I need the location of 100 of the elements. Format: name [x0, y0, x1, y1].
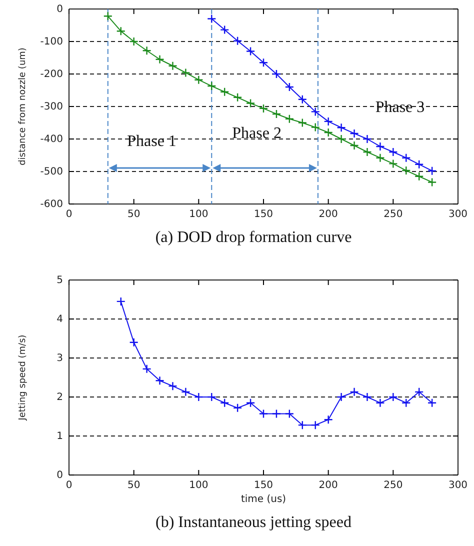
point [298, 420, 307, 430]
point [142, 46, 152, 56]
annotation: Phase 1 [127, 133, 176, 150]
point [194, 392, 204, 402]
point [298, 118, 307, 128]
y-tick-label: 5 [56, 275, 63, 286]
x-tick-label: 200 [318, 480, 338, 492]
point [298, 94, 307, 104]
point [376, 142, 385, 152]
point [284, 82, 294, 92]
point [220, 25, 230, 34]
y-tick-label: 4 [56, 314, 63, 326]
point [336, 123, 346, 132]
point [414, 387, 424, 397]
point [427, 178, 437, 187]
point [258, 104, 268, 114]
point [272, 69, 282, 79]
point [220, 87, 230, 96]
x-tick-label: 200 [318, 209, 338, 220]
point [181, 68, 190, 78]
x-tick-label: 250 [384, 209, 403, 220]
point [402, 398, 411, 408]
y-tick-label: 1 [56, 431, 63, 442]
point [181, 387, 190, 397]
point [232, 92, 242, 102]
point [310, 107, 320, 116]
point [402, 153, 411, 162]
point [310, 122, 320, 132]
point [129, 338, 138, 347]
point [272, 409, 282, 418]
x-tick-label: 100 [189, 209, 208, 220]
x-tick-label: 0 [66, 209, 72, 220]
y-tick-label: 0 [56, 4, 63, 16]
point [207, 392, 216, 402]
point [362, 392, 372, 402]
point [246, 46, 256, 56]
y-tick-label: -100 [40, 36, 63, 48]
point [388, 392, 398, 402]
point [116, 296, 126, 306]
y-axis-title: distance from nozzle (um) [18, 48, 28, 166]
x-tick-label: 300 [448, 480, 468, 492]
x-tick-label: 250 [384, 480, 403, 492]
point [246, 398, 256, 408]
point [155, 54, 164, 64]
point [103, 12, 112, 21]
point [376, 398, 385, 408]
point [246, 98, 256, 108]
y-tick-label: -400 [40, 134, 63, 146]
x-tick-label: 150 [254, 209, 274, 220]
point [324, 128, 333, 138]
y-tick-label: 0 [56, 470, 63, 482]
x-tick-label: 0 [66, 480, 72, 492]
y-tick-label: 2 [56, 392, 63, 404]
point [207, 81, 216, 91]
annotation: Phase 2 [232, 125, 282, 142]
point [376, 153, 385, 162]
y-tick-label: -300 [40, 102, 63, 113]
point [258, 58, 268, 68]
annotation: Phase 3 [375, 99, 425, 116]
point [336, 392, 346, 402]
x-tick-label: 100 [189, 480, 208, 492]
point [427, 398, 437, 408]
point [284, 114, 294, 124]
point [129, 36, 138, 46]
y-tick-label: 3 [56, 353, 63, 364]
point [232, 403, 242, 413]
point [310, 420, 320, 430]
point [350, 387, 359, 397]
point [272, 109, 282, 119]
point [336, 134, 346, 144]
point [388, 147, 398, 157]
x-tick-label: 50 [127, 480, 140, 492]
point [324, 116, 333, 126]
y-tick-label: -200 [40, 69, 63, 80]
point [232, 36, 242, 46]
point [324, 415, 333, 424]
point [116, 26, 126, 36]
y-tick-label: -500 [40, 166, 63, 178]
point [220, 398, 230, 408]
y-axis-title: Jetting speed (m/s) [18, 334, 28, 422]
point [168, 61, 178, 70]
point [427, 166, 437, 176]
text: (b) Instantaneous jetting speed [156, 514, 352, 531]
point [258, 409, 268, 418]
y-tick-label: -600 [40, 199, 63, 210]
point [142, 364, 152, 374]
point [350, 140, 359, 150]
point [414, 172, 424, 181]
point [362, 134, 372, 144]
point [284, 409, 294, 418]
point [350, 128, 359, 138]
point [362, 147, 372, 157]
point [194, 75, 204, 84]
point [155, 376, 164, 386]
point [388, 159, 398, 168]
x-tick-label: 150 [254, 480, 274, 492]
x-axis-title: time (us) [240, 494, 286, 505]
point [402, 166, 411, 176]
point [414, 160, 424, 169]
x-tick-label: 50 [127, 209, 140, 220]
